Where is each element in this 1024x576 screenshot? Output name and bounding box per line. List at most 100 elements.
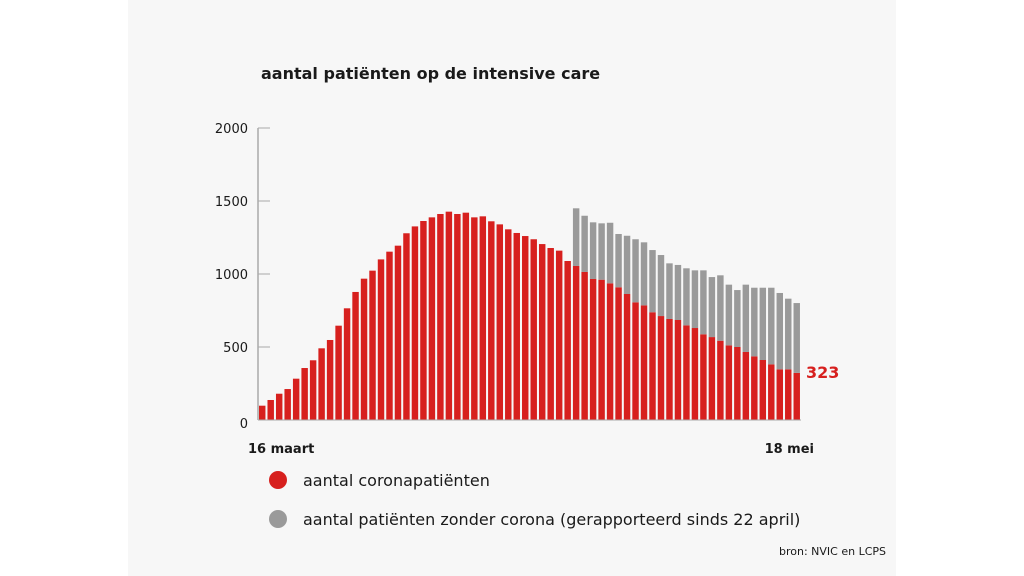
chart-panel: [128, 0, 896, 576]
bar-corona: [267, 399, 274, 420]
bar-corona: [674, 319, 682, 420]
bar-corona: [369, 270, 376, 420]
y-axis: 0 500 1000 1500 2000: [215, 122, 270, 432]
y-tick-label: 1500: [215, 195, 248, 210]
bar-corona: [589, 278, 597, 420]
bar-non-corona: [666, 263, 673, 319]
bar-corona: [615, 287, 622, 420]
bar-non-corona: [785, 298, 792, 370]
bar-non-corona: [742, 284, 750, 352]
bar-non-corona: [589, 222, 597, 279]
source-note: bron: NVIC en LCPS: [779, 545, 886, 558]
bar-corona: [377, 259, 385, 420]
bar-non-corona: [623, 235, 631, 295]
bar-corona: [734, 347, 741, 420]
bar-non-corona: [793, 303, 800, 373]
bar-non-corona: [657, 255, 665, 317]
bar-corona: [420, 221, 427, 420]
bar-corona: [606, 283, 614, 420]
legend-label-non-corona: aantal patiënten zonder corona (gerappor…: [303, 510, 800, 529]
bar-corona: [411, 226, 419, 420]
bar-non-corona: [640, 242, 648, 306]
bar-corona: [386, 251, 393, 420]
y-tick-label: 2000: [215, 122, 248, 137]
bar-corona: [360, 278, 368, 420]
bar-corona: [649, 312, 656, 420]
bar-corona: [768, 364, 775, 420]
bar-corona: [403, 233, 410, 420]
y-tick-label: 0: [240, 417, 248, 432]
bar-corona: [785, 369, 792, 420]
bar-corona: [581, 271, 588, 420]
bar-non-corona: [691, 270, 699, 329]
bar-corona: [318, 348, 325, 420]
bar-non-corona: [717, 275, 724, 341]
bar-corona: [547, 248, 554, 420]
bar-corona: [462, 212, 470, 420]
bar-corona: [454, 213, 461, 420]
bar-corona: [284, 389, 291, 420]
bar-corona: [301, 368, 308, 420]
bar-corona: [725, 345, 733, 420]
bar-corona: [700, 334, 707, 420]
bar-corona: [572, 265, 580, 420]
bar-non-corona: [734, 290, 741, 347]
bar-corona: [793, 372, 800, 420]
bar-non-corona: [768, 287, 775, 365]
bar-non-corona: [776, 292, 783, 370]
bar-corona: [623, 294, 631, 420]
bar-corona: [666, 318, 673, 420]
bar-corona: [437, 213, 444, 420]
bar-non-corona: [649, 250, 656, 313]
bar-corona: [471, 217, 478, 420]
bar-corona: [691, 328, 699, 420]
bar-corona: [657, 316, 665, 420]
legend-swatch-corona: [269, 471, 287, 489]
bar-corona: [445, 211, 453, 420]
bar-corona: [259, 405, 266, 420]
bar-corona: [742, 351, 750, 420]
bar-corona: [598, 279, 605, 420]
bar-non-corona: [632, 239, 639, 303]
bar-corona: [343, 308, 351, 420]
y-tick-label: 500: [223, 341, 248, 356]
legend-label-corona: aantal coronapatiënten: [303, 471, 490, 490]
bar-non-corona: [759, 287, 767, 360]
bar-corona: [538, 244, 546, 420]
bar-corona: [717, 340, 724, 420]
x-start-label: 16 maart: [248, 442, 314, 457]
bar-corona: [309, 360, 317, 420]
bar-non-corona: [581, 215, 588, 272]
chart-title: aantal patiënten op de intensive care: [261, 64, 600, 83]
bars: [258, 208, 801, 421]
bar-corona: [513, 232, 520, 420]
bar-corona: [776, 369, 783, 420]
last-value-label: 323: [806, 363, 839, 382]
bar-corona: [505, 229, 512, 420]
bar-corona: [640, 305, 648, 420]
bar-non-corona: [708, 277, 716, 338]
legend-swatch-non-corona: [269, 510, 287, 528]
bar-corona: [394, 245, 402, 420]
bar-corona: [488, 221, 495, 420]
bar-non-corona: [683, 268, 690, 326]
bar-corona: [555, 250, 563, 420]
bar-corona: [530, 239, 537, 420]
bar-corona: [352, 291, 359, 420]
bar-corona: [326, 339, 334, 420]
bar-corona: [522, 236, 529, 420]
bar-non-corona: [598, 223, 605, 280]
x-end-label: 18 mei: [765, 442, 814, 457]
bar-non-corona: [606, 222, 614, 284]
bar-non-corona: [572, 208, 580, 266]
bar-corona: [428, 217, 436, 420]
bar-non-corona: [674, 264, 682, 320]
bar-corona: [708, 337, 716, 420]
bar-non-corona: [700, 270, 707, 335]
bar-corona: [751, 356, 758, 420]
bar-non-corona: [751, 287, 758, 357]
bar-corona: [683, 325, 690, 420]
bar-non-corona: [725, 284, 733, 346]
bar-corona: [275, 393, 283, 420]
